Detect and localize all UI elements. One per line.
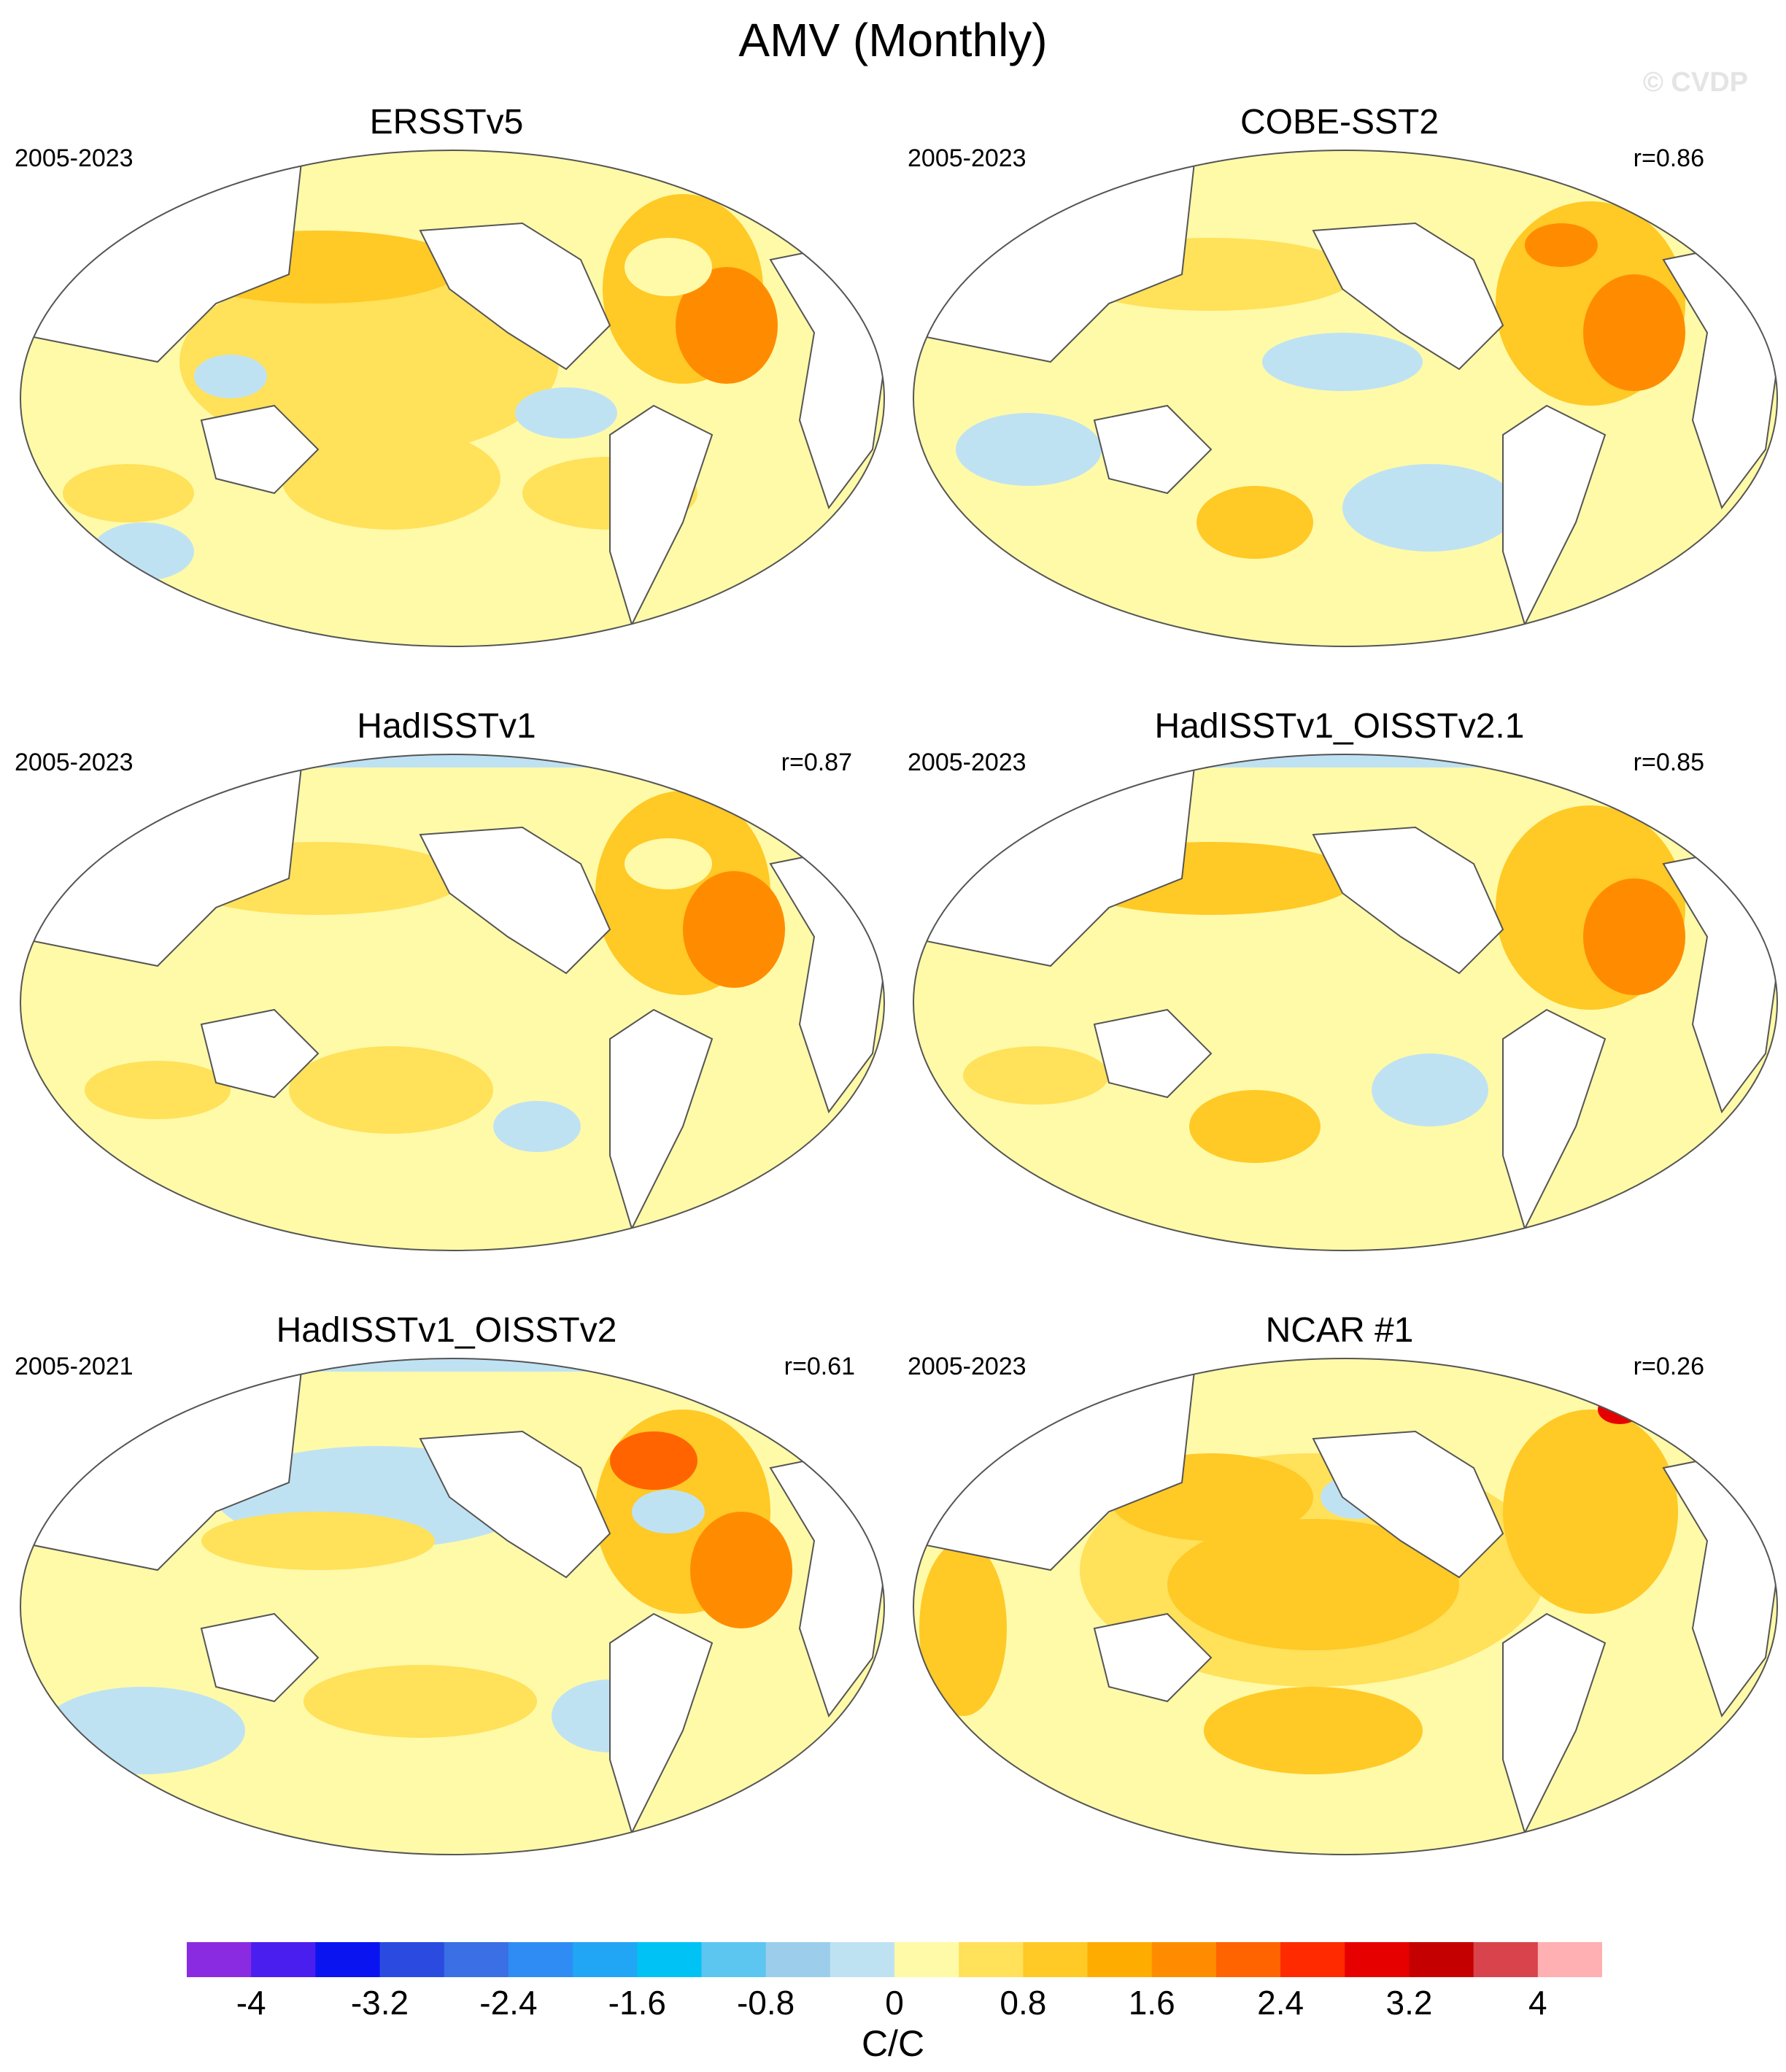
colorbar-tick-label: 0.8 [1000,1984,1047,2022]
panel-hadisstv1: HadISSTv1 2005-2023 r=0.87 [0,706,893,1304]
colorbar-swatch [894,1942,959,1977]
colorbar-swatch [1473,1942,1539,1977]
colorbar-swatch [1345,1942,1410,1977]
panel-cobe-sst2: COBE-SST2 2005-2023 r=0.86 [893,102,1786,700]
colorbar-tick-label: 3.2 [1385,1984,1433,2022]
correlation-label: r=0.86 [1633,144,1704,172]
map-hadisstv1 [20,754,885,1251]
period-label: 2005-2023 [908,1353,1027,1380]
colorbar-swatch [315,1942,381,1977]
colorbar-tick-label: -2.4 [479,1984,538,2022]
panel-ncar-1: NCAR #1 2005-2023 r=0.26 [893,1310,1786,1909]
period-label: 2005-2023 [15,144,134,172]
period-label: 2005-2023 [15,749,134,776]
map-hadisstv1-oisstv2-1 [913,754,1778,1251]
colorbar [187,1942,1602,1977]
figure-title: AMV (Monthly) [738,14,1048,66]
map-ncar-1 [913,1358,1778,1855]
colorbar-swatch [765,1942,831,1977]
colorbar-tick-label: -3.2 [350,1984,409,2022]
colorbar-swatch [1023,1942,1089,1977]
colorbar-swatch [379,1942,445,1977]
panel-title: NCAR #1 [1265,1311,1414,1350]
correlation-label: r=0.26 [1633,1353,1704,1380]
colorbar-tick-label: 2.4 [1257,1984,1304,2022]
colorbar-tick-label: -4 [236,1984,266,2022]
colorbar-swatch [444,1942,509,1977]
colorbar-swatch [959,1942,1024,1977]
colorbar-tick-label: 1.6 [1128,1984,1175,2022]
correlation-label: r=0.87 [781,749,852,776]
cvdp-watermark: © CVDP [1642,67,1748,98]
colorbar-swatch [830,1942,895,1977]
panel-title: HadISSTv1_OISSTv2.1 [1154,707,1525,746]
colorbar-swatch [508,1942,573,1977]
colorbar-swatch [1280,1942,1345,1977]
colorbar-tick-label: -1.6 [608,1984,666,2022]
panel-title: COBE-SST2 [1240,103,1439,142]
period-label: 2005-2023 [908,749,1027,776]
colorbar-swatch [1151,1942,1217,1977]
colorbar-swatch [637,1942,702,1977]
colorbar-tick-label: 0 [885,1984,904,2022]
colorbar-swatch [701,1942,767,1977]
correlation-label: r=0.61 [784,1353,855,1380]
map-ersstv5 [20,150,885,647]
map-cobe-sst2 [913,150,1778,647]
period-label: 2005-2023 [908,144,1027,172]
panel-ersstv5: ERSSTv5 2005-2023 [0,102,893,700]
correlation-label: r=0.85 [1633,749,1704,776]
colorbar-tick-label: 4 [1528,1984,1547,2022]
colorbar-tick-label: -0.8 [736,1984,795,2022]
colorbar-swatch [573,1942,638,1977]
colorbar-swatch [251,1942,316,1977]
colorbar-swatch [1215,1942,1281,1977]
panel-title: ERSSTv5 [369,103,524,142]
panel-hadisstv1-oisstv2-1: HadISSTv1_OISSTv2.1 2005-2023 r=0.85 [893,706,1786,1304]
colorbar-swatch [1087,1942,1153,1977]
colorbar-swatch [187,1942,252,1977]
colorbar-units: C/C [861,2023,925,2064]
panel-hadisstv1-oisstv2: HadISSTv1_OISSTv2 2005-2021 r=0.61 [0,1310,893,1909]
map-hadisstv1-oisstv2 [20,1358,885,1855]
panel-title: HadISSTv1_OISSTv2 [276,1311,617,1350]
period-label: 2005-2021 [15,1353,134,1380]
panel-title: HadISSTv1 [357,707,536,746]
colorbar-swatch [1409,1942,1474,1977]
colorbar-swatch [1537,1942,1602,1977]
